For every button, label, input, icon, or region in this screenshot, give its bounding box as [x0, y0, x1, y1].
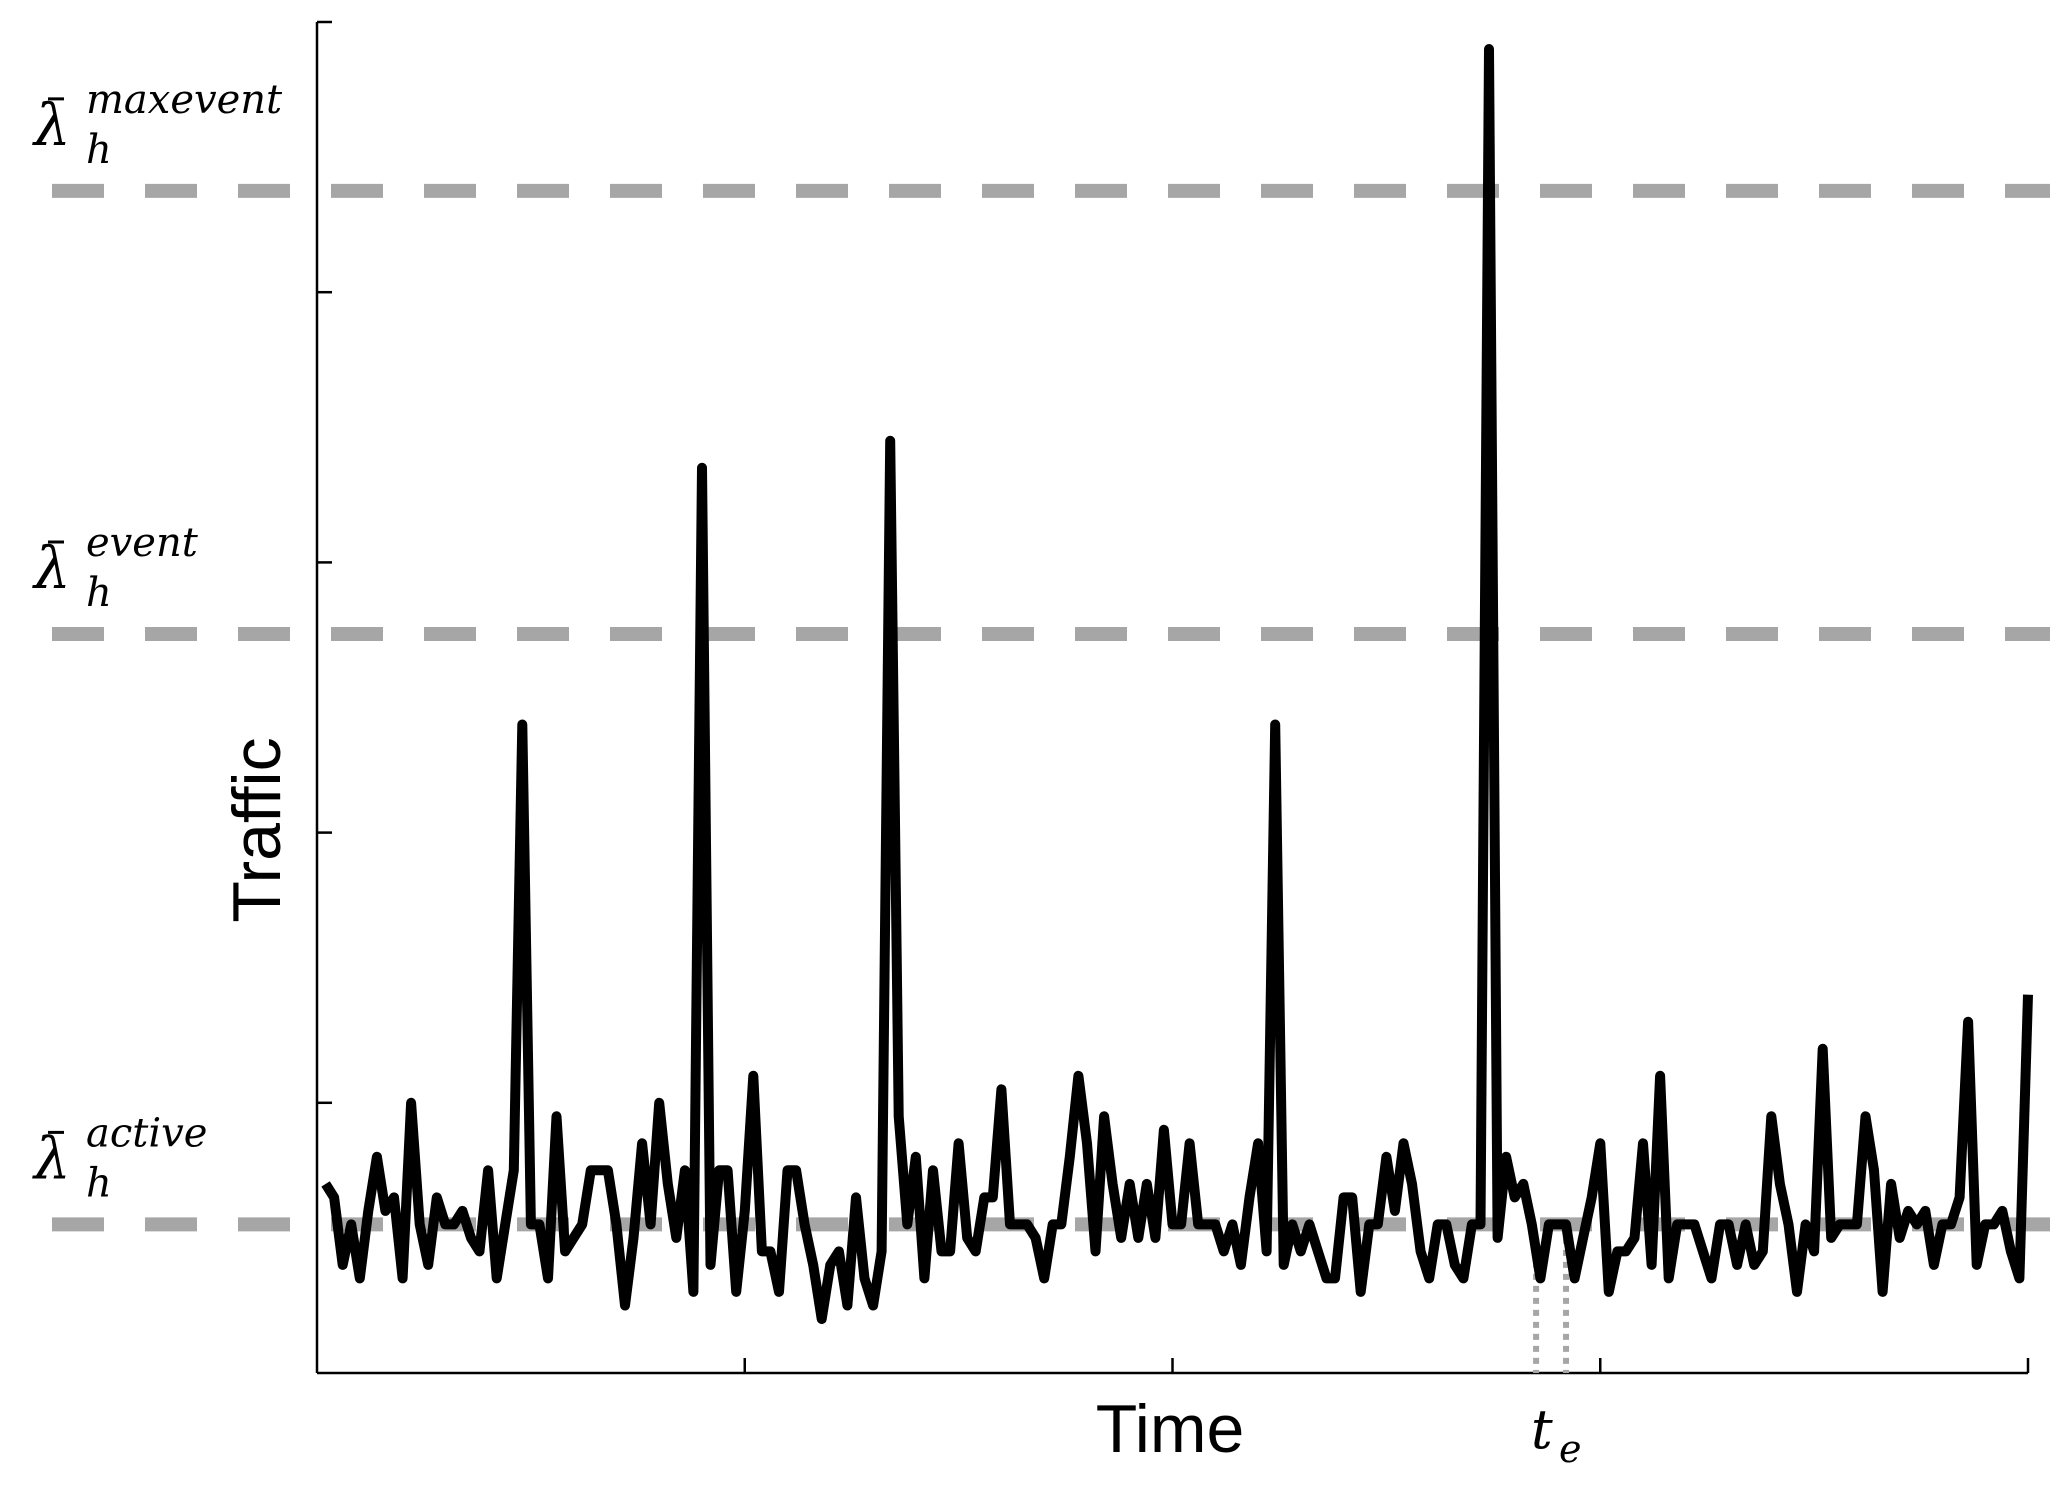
y-axis-label: Traffic	[219, 737, 295, 922]
traffic-series-line	[321, 44, 2033, 1324]
lambda-symbol: λ	[32, 534, 71, 602]
x-axis-label: Time	[1096, 1391, 1245, 1467]
y-ticks	[317, 20, 332, 1105]
event-marker-label: t	[1531, 1398, 1553, 1461]
reference-superscript: maxevent	[86, 77, 283, 123]
reference-subscript: h	[86, 1160, 112, 1206]
reference-superscript: event	[86, 520, 199, 566]
reference-lines	[52, 183, 2050, 1232]
event-marker-sublabel: e	[1559, 1427, 1582, 1471]
lambda-symbol: λ	[32, 91, 71, 159]
lambda-symbol: λ	[32, 1124, 71, 1192]
reference-superscript: active	[86, 1110, 207, 1156]
reference-subscript: h	[86, 570, 112, 616]
axes	[315, 20, 2030, 1375]
reference-subscript: h	[86, 127, 112, 173]
x-ticks	[743, 1358, 2030, 1373]
